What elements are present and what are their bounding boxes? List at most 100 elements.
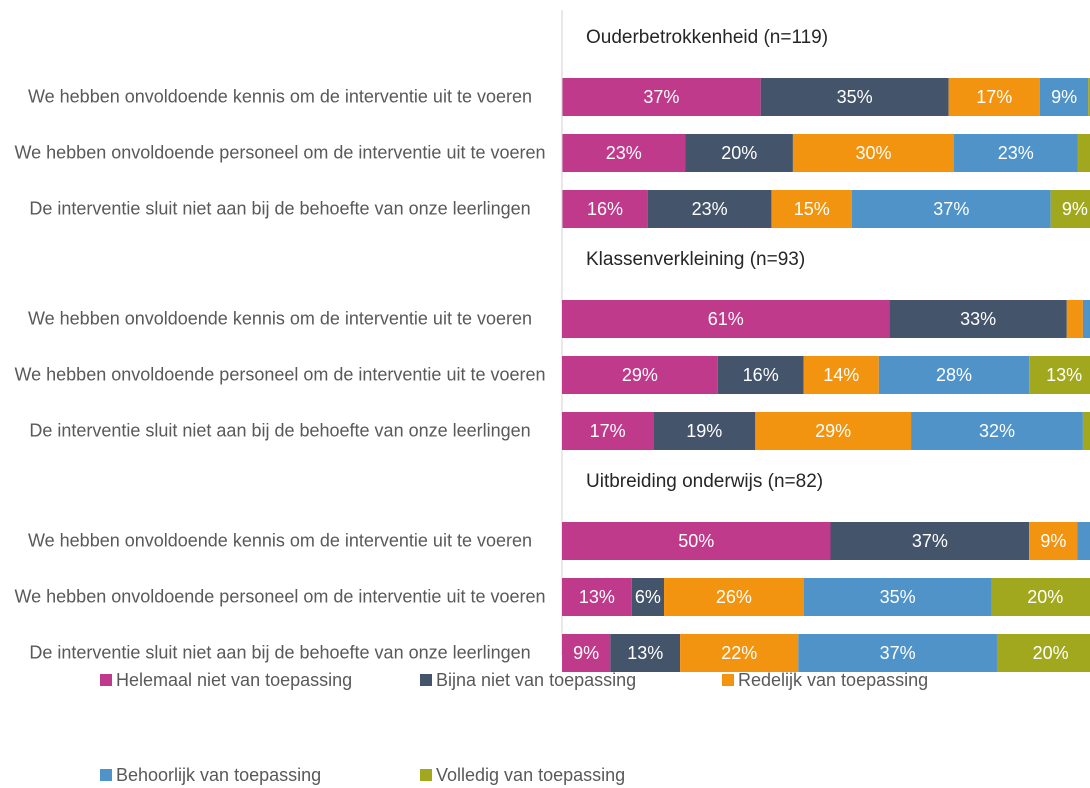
value-label: 16% [587, 199, 623, 219]
group-title: Ouderbetrokkenheid (n=119) [586, 27, 828, 48]
value-label: 29% [622, 365, 658, 385]
bar-segment [760, 78, 949, 116]
category-label: We hebben onvoldoende personeel om de in… [14, 142, 546, 163]
bar-segment [1039, 78, 1089, 116]
bar-segment [647, 190, 772, 228]
value-label: 37% [933, 199, 969, 219]
bar-segment [1088, 78, 1090, 116]
bar-segment [685, 134, 793, 172]
value-label: 13% [1046, 365, 1082, 385]
value-label: 20% [721, 143, 757, 163]
value-label: 23% [606, 143, 642, 163]
value-label: 28% [936, 365, 972, 385]
bar-segment [1082, 300, 1090, 338]
value-label: 35% [880, 587, 916, 607]
value-label: 19% [686, 421, 722, 441]
bar-segment [562, 300, 890, 338]
legend-swatch [100, 674, 112, 686]
bar-segment [954, 134, 1078, 172]
value-label: 9% [1040, 531, 1066, 551]
legend-swatch [420, 674, 432, 686]
bar-segment [755, 412, 912, 450]
bar-segment [680, 634, 799, 672]
bar-segment [1029, 522, 1078, 560]
legend-label: Redelijk van toepassing [738, 670, 928, 690]
bar-segment [792, 134, 955, 172]
bar-segment [562, 190, 648, 228]
bar-segment [1050, 190, 1090, 228]
value-label: 37% [643, 87, 679, 107]
legend-label: Helemaal niet van toepassing [116, 670, 352, 690]
bar-segment [1082, 412, 1090, 450]
bar-segment [803, 578, 992, 616]
value-label: 23% [692, 199, 728, 219]
bar-segment [631, 578, 665, 616]
bar-segment [830, 522, 1030, 560]
value-label: 50% [678, 531, 714, 551]
value-label: 17% [976, 87, 1012, 107]
value-label: 35% [837, 87, 873, 107]
bar-segment [911, 412, 1083, 450]
value-label: 29% [815, 421, 851, 441]
legend-swatch [100, 769, 112, 781]
value-label: 30% [855, 143, 891, 163]
legend-swatch [420, 769, 432, 781]
value-label: 9% [573, 643, 599, 663]
value-label: 37% [912, 531, 948, 551]
bar-segment [664, 578, 804, 616]
category-label: De interventie sluit niet aan bij de beh… [29, 420, 531, 441]
value-label: 6% [635, 587, 661, 607]
category-label: We hebben onvoldoende personeel om de in… [14, 586, 546, 607]
bar-segment [803, 356, 879, 394]
value-label: 13% [579, 587, 615, 607]
value-label: 16% [743, 365, 779, 385]
bar-segment [562, 356, 718, 394]
bar-segment [562, 522, 831, 560]
bar-segment [889, 300, 1067, 338]
value-label: 23% [998, 143, 1034, 163]
bar-segment [562, 578, 632, 616]
category-label: De interventie sluit niet aan bij de beh… [29, 198, 531, 219]
value-label: 22% [721, 643, 757, 663]
category-label: We hebben onvoldoende kennis om de inter… [27, 530, 532, 551]
bar-segment [562, 78, 761, 116]
bar-segment [562, 634, 611, 672]
bar-segment [653, 412, 756, 450]
value-label: 9% [1051, 87, 1077, 107]
bar-segment [610, 634, 681, 672]
value-label: 13% [627, 643, 663, 663]
value-label: 9% [1062, 199, 1088, 219]
value-label: 17% [590, 421, 626, 441]
bar-segment [851, 190, 1051, 228]
value-label: 20% [1033, 643, 1069, 663]
legend-label: Behoorlijk van toepassing [116, 765, 321, 785]
category-label: We hebben onvoldoende kennis om de inter… [27, 308, 532, 329]
category-label: De interventie sluit niet aan bij de beh… [29, 642, 531, 663]
bar-segment [798, 634, 997, 672]
value-label: 37% [880, 643, 916, 663]
bar-segment [1077, 134, 1090, 172]
bar-segment [878, 356, 1030, 394]
group-title: Klassenverkleining (n=93) [586, 249, 805, 270]
value-label: 15% [794, 199, 830, 219]
bar-segment [771, 190, 852, 228]
bar-segment [1066, 300, 1083, 338]
bar-segment [1029, 356, 1090, 394]
category-label: We hebben onvoldoende personeel om de in… [14, 364, 546, 385]
bar-segment [996, 634, 1090, 672]
bar-segment [562, 134, 686, 172]
group-title: Uitbreiding onderwijs (n=82) [586, 471, 823, 492]
bar-segment [948, 78, 1040, 116]
legend-swatch [722, 674, 734, 686]
bar-segment [562, 412, 654, 450]
value-label: 61% [708, 309, 744, 329]
value-label: 26% [716, 587, 752, 607]
value-label: 20% [1027, 587, 1063, 607]
legend-label: Bijna niet van toepassing [436, 670, 636, 690]
value-label: 32% [979, 421, 1015, 441]
bar-segment [1077, 522, 1090, 560]
bar-segment [717, 356, 804, 394]
value-label: 14% [823, 365, 859, 385]
